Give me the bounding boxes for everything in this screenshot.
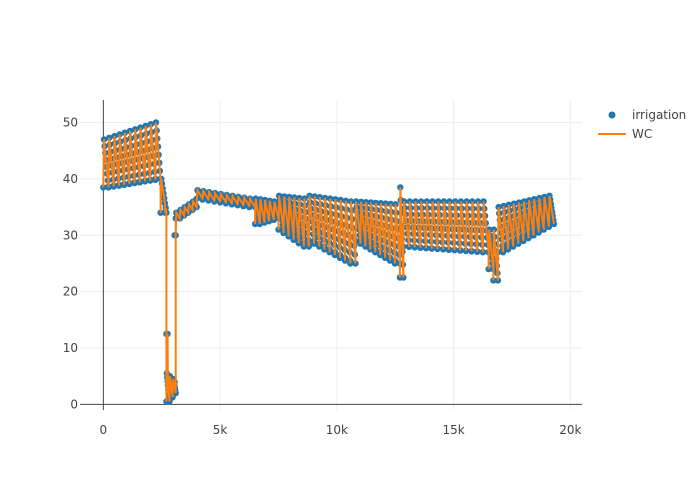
grid bbox=[80, 100, 582, 410]
y-tick-label: 20 bbox=[63, 285, 78, 299]
series-wc-line bbox=[102, 122, 555, 402]
tick-labels: 0 5k 10k 15k 20k 0 10 20 30 40 50 bbox=[63, 116, 582, 437]
x-tick-label: 20k bbox=[559, 423, 581, 437]
irrigation-point bbox=[171, 232, 178, 239]
x-tick-label: 5k bbox=[213, 423, 228, 437]
legend[interactable]: irrigation WC bbox=[598, 108, 686, 141]
y-tick-label: 10 bbox=[63, 341, 78, 355]
plot-area bbox=[100, 119, 558, 405]
x-tick-label: 15k bbox=[442, 423, 464, 437]
legend-item-irrigation[interactable]: irrigation bbox=[608, 108, 687, 122]
legend-marker-irrigation bbox=[608, 111, 616, 119]
legend-item-wc[interactable]: WC bbox=[598, 127, 652, 141]
y-tick-label: 0 bbox=[70, 397, 78, 411]
y-tick-label: 50 bbox=[63, 116, 78, 130]
y-tick-label: 40 bbox=[63, 172, 78, 186]
legend-label-irrigation: irrigation bbox=[632, 108, 686, 122]
x-tick-label: 0 bbox=[100, 423, 108, 437]
legend-label-wc: WC bbox=[632, 127, 652, 141]
x-tick-label: 10k bbox=[326, 423, 348, 437]
y-tick-label: 30 bbox=[63, 228, 78, 242]
